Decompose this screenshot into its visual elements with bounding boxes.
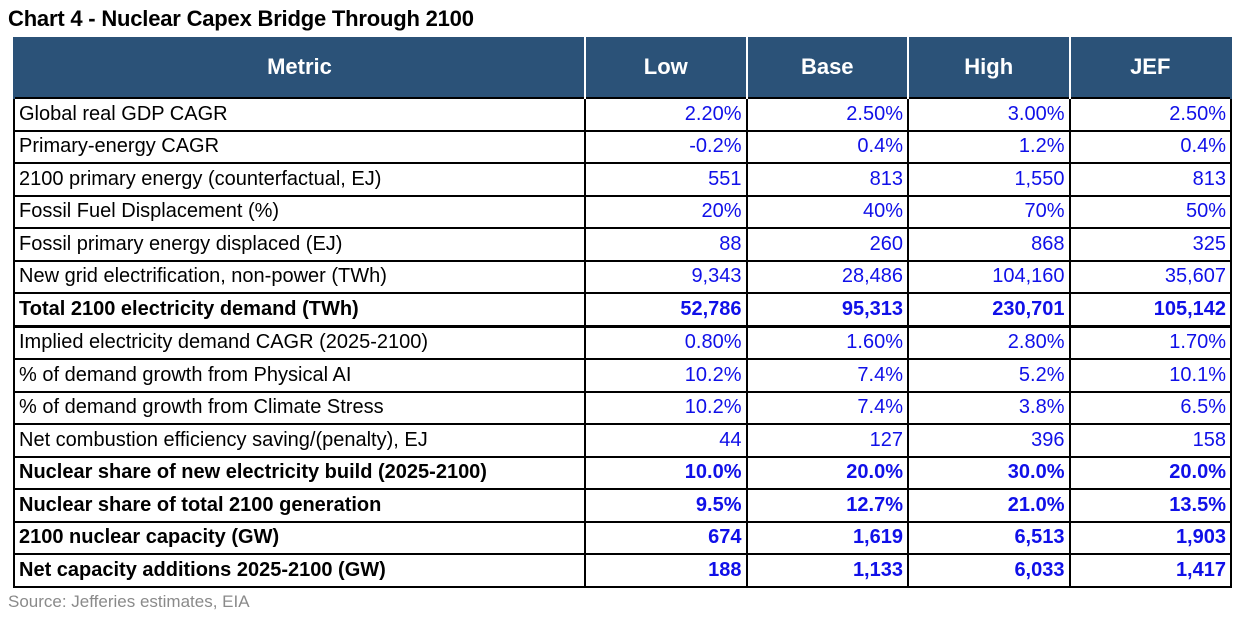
cell-low: 551	[584, 162, 748, 197]
cell-jef: 0.4%	[1068, 129, 1232, 164]
cell-low: -0.2%	[584, 129, 748, 164]
table-row: 2100 primary energy (counterfactual, EJ)…	[13, 162, 1232, 197]
row-label: Net combustion efficiency saving/(penalt…	[13, 423, 586, 458]
cell-low: 188	[584, 553, 748, 588]
cell-high: 3.00%	[907, 97, 1071, 132]
header-base: Base	[745, 37, 909, 98]
cell-high: 1.2%	[907, 129, 1071, 164]
cell-high: 868	[907, 227, 1071, 262]
cell-low: 20%	[584, 194, 748, 229]
cell-high: 6,513	[907, 520, 1071, 555]
header-metric: Metric	[13, 37, 586, 98]
cell-high: 2.80%	[907, 325, 1071, 360]
row-label: % of demand growth from Climate Stress	[13, 390, 586, 425]
cell-low: 0.80%	[584, 325, 748, 360]
cell-jef: 1.70%	[1068, 325, 1232, 360]
cell-high: 21.0%	[907, 488, 1071, 523]
header-low: Low	[584, 37, 748, 98]
table-row: Fossil primary energy displaced (EJ) 88 …	[13, 227, 1232, 262]
cell-high: 6,033	[907, 553, 1071, 588]
row-label: % of demand growth from Physical AI	[13, 358, 586, 393]
row-label: 2100 primary energy (counterfactual, EJ)	[13, 162, 586, 197]
cell-low: 88	[584, 227, 748, 262]
cell-low: 44	[584, 423, 748, 458]
cell-base: 813	[745, 162, 909, 197]
cell-base: 7.4%	[745, 390, 909, 425]
cell-low: 2.20%	[584, 97, 748, 132]
cell-jef: 10.1%	[1068, 358, 1232, 393]
source-note: Source: Jefferies estimates, EIA	[8, 592, 250, 611]
cell-base: 1.60%	[745, 325, 909, 360]
cell-jef: 325	[1068, 227, 1232, 262]
table-row: % of demand growth from Climate Stress 1…	[13, 390, 1232, 425]
cell-base: 1,133	[745, 553, 909, 588]
capex-bridge-table: Metric Low Base High JEF Global real GDP…	[13, 37, 1232, 588]
row-label: Nuclear share of new electricity build (…	[13, 455, 586, 490]
cell-high: 230,701	[907, 292, 1071, 328]
header-high: High	[907, 37, 1071, 98]
table-row: New grid electrification, non-power (TWh…	[13, 259, 1232, 294]
row-label: Total 2100 electricity demand (TWh)	[13, 292, 586, 328]
cell-base: 7.4%	[745, 358, 909, 393]
cell-jef: 105,142	[1068, 292, 1232, 328]
header-jef: JEF	[1068, 37, 1232, 98]
cell-jef: 13.5%	[1068, 488, 1232, 523]
cell-low: 10.2%	[584, 358, 748, 393]
table-row: % of demand growth from Physical AI 10.2…	[13, 358, 1232, 393]
cell-jef: 2.50%	[1068, 97, 1232, 132]
cell-jef: 813	[1068, 162, 1232, 197]
row-label: 2100 nuclear capacity (GW)	[13, 520, 586, 555]
table-row: Fossil Fuel Displacement (%) 20% 40% 70%…	[13, 194, 1232, 229]
cell-base: 2.50%	[745, 97, 909, 132]
row-label: Net capacity additions 2025-2100 (GW)	[13, 553, 586, 588]
cell-jef: 158	[1068, 423, 1232, 458]
cell-base: 0.4%	[745, 129, 909, 164]
table-header-row: Metric Low Base High JEF	[13, 37, 1232, 98]
cell-low: 9.5%	[584, 488, 748, 523]
cell-high: 5.2%	[907, 358, 1071, 393]
cell-jef: 1,903	[1068, 520, 1232, 555]
cell-low: 10.0%	[584, 455, 748, 490]
cell-jef: 50%	[1068, 194, 1232, 229]
cell-high: 104,160	[907, 259, 1071, 294]
cell-jef: 20.0%	[1068, 455, 1232, 490]
cell-base: 1,619	[745, 520, 909, 555]
cell-low: 52,786	[584, 292, 748, 328]
cell-base: 12.7%	[745, 488, 909, 523]
chart-title: Chart 4 - Nuclear Capex Bridge Through 2…	[8, 6, 474, 31]
row-label: Fossil Fuel Displacement (%)	[13, 194, 586, 229]
cell-low: 9,343	[584, 259, 748, 294]
row-label: New grid electrification, non-power (TWh…	[13, 259, 586, 294]
table-row: Primary-energy CAGR -0.2% 0.4% 1.2% 0.4%	[13, 129, 1232, 164]
cell-base: 95,313	[745, 292, 909, 328]
cell-jef: 35,607	[1068, 259, 1232, 294]
table-row: Nuclear share of new electricity build (…	[13, 455, 1232, 490]
cell-high: 3.8%	[907, 390, 1071, 425]
cell-jef: 6.5%	[1068, 390, 1232, 425]
table-row: Implied electricity demand CAGR (2025-21…	[13, 325, 1232, 360]
cell-high: 70%	[907, 194, 1071, 229]
table-row: Net combustion efficiency saving/(penalt…	[13, 423, 1232, 458]
table-row: Nuclear share of total 2100 generation 9…	[13, 488, 1232, 523]
cell-base: 127	[745, 423, 909, 458]
row-label: Global real GDP CAGR	[13, 97, 586, 132]
cell-base: 28,486	[745, 259, 909, 294]
row-label: Implied electricity demand CAGR (2025-21…	[13, 325, 586, 360]
cell-high: 30.0%	[907, 455, 1071, 490]
row-label: Fossil primary energy displaced (EJ)	[13, 227, 586, 262]
row-label: Nuclear share of total 2100 generation	[13, 488, 586, 523]
cell-high: 1,550	[907, 162, 1071, 197]
table-row: Net capacity additions 2025-2100 (GW) 18…	[13, 553, 1232, 588]
cell-low: 10.2%	[584, 390, 748, 425]
cell-base: 40%	[745, 194, 909, 229]
cell-jef: 1,417	[1068, 553, 1232, 588]
table-row: Global real GDP CAGR 2.20% 2.50% 3.00% 2…	[13, 97, 1232, 132]
table-row-total-demand: Total 2100 electricity demand (TWh) 52,7…	[13, 292, 1232, 328]
cell-base: 20.0%	[745, 455, 909, 490]
cell-high: 396	[907, 423, 1071, 458]
row-label: Primary-energy CAGR	[13, 129, 586, 164]
cell-low: 674	[584, 520, 748, 555]
table-row: 2100 nuclear capacity (GW) 674 1,619 6,5…	[13, 520, 1232, 555]
cell-base: 260	[745, 227, 909, 262]
